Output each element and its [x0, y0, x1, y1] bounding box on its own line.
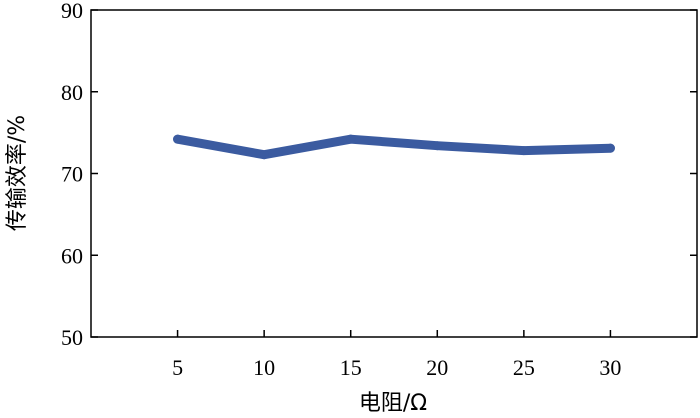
y-tick-label: 50: [61, 325, 83, 350]
x-tick-label: 25: [513, 355, 535, 380]
data-point: [432, 141, 442, 151]
data-point: [173, 134, 183, 144]
series-layer: [173, 134, 615, 160]
series-line-1: [173, 134, 615, 160]
x-tick-label: 20: [426, 355, 448, 380]
data-point: [605, 143, 615, 153]
y-axis: 50 60 70 80 90: [61, 0, 697, 350]
data-point: [346, 134, 356, 144]
x-tick-label: 10: [253, 355, 275, 380]
y-tick-label: 90: [61, 0, 83, 23]
x-axis-title: 电阻/Ω: [359, 391, 427, 416]
data-point: [259, 150, 269, 160]
x-tick-label: 30: [599, 355, 621, 380]
x-tick-label: 5: [172, 355, 183, 380]
x-axis: 5 10 15 20 25 30: [172, 330, 621, 380]
x-tick-label: 15: [340, 355, 362, 380]
plot-frame: [90, 9, 698, 338]
y-tick-label: 70: [61, 162, 83, 187]
y-tick-label: 60: [61, 243, 83, 268]
plot-area-border: [90, 9, 698, 338]
data-point: [519, 146, 529, 156]
y-axis-title: 传输效率/%: [5, 115, 30, 231]
y-tick-label: 80: [61, 80, 83, 105]
